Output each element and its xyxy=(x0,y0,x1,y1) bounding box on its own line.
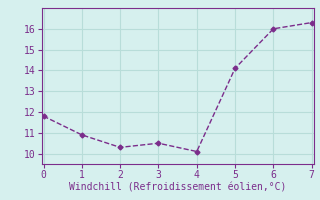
X-axis label: Windchill (Refroidissement éolien,°C): Windchill (Refroidissement éolien,°C) xyxy=(69,182,286,192)
